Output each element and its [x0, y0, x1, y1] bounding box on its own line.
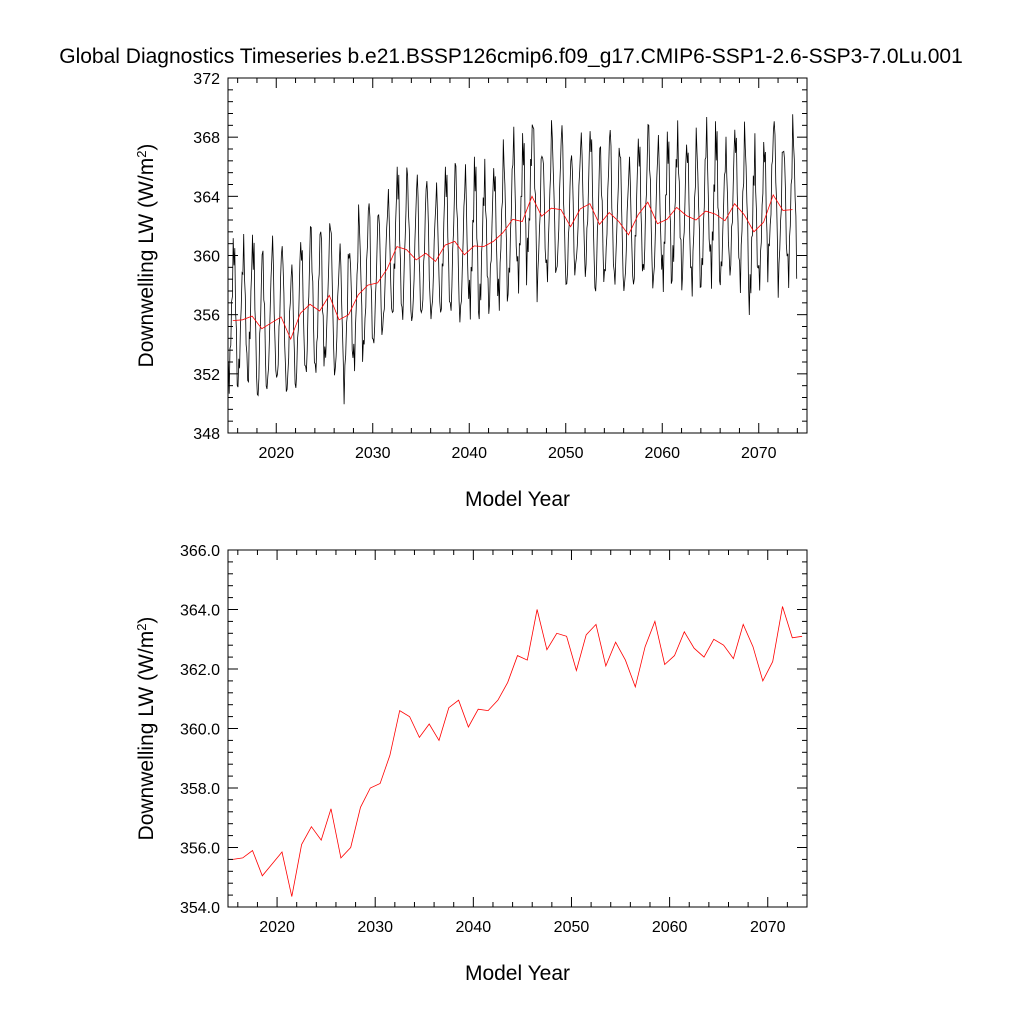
tick-labels: 2020 2030 2040 2050 2060 2070 354.0 356.0 358.0 3… — [180, 543, 786, 936]
axis-ticks — [228, 77, 807, 434]
chart-panel-top: 2020 2030 2040 2050 2060 2070 348 352 356 360 364 3… — [134, 71, 808, 511]
y-tick-label: 348 — [193, 426, 220, 443]
x-tick-label: 2070 — [741, 445, 777, 462]
y-tick-label: 364.0 — [180, 603, 220, 620]
y-axis-label-sup: 2 — [134, 624, 149, 631]
y-tick-label: 372 — [193, 71, 220, 88]
y-axis-label-close: ) — [135, 144, 158, 151]
chart-panel-bottom: 2020 2030 2040 2050 2060 2070 354.0 356.0 358.0 3… — [134, 543, 808, 985]
y-tick-label: 362.0 — [180, 662, 220, 679]
y-tick-label: 356.0 — [180, 841, 220, 858]
monthly-series-line — [228, 114, 798, 405]
y-tick-label: 356 — [193, 308, 220, 325]
x-tick-label: 2050 — [554, 919, 590, 936]
x-tick-label: 2040 — [451, 445, 487, 462]
series-layer — [228, 114, 798, 405]
y-tick-label: 368 — [193, 130, 220, 147]
x-tick-label: 2030 — [355, 445, 391, 462]
y-tick-label: 360.0 — [180, 722, 220, 739]
y-tick-label: 358.0 — [180, 781, 220, 798]
plot-frame — [227, 549, 808, 908]
x-tick-label: 2060 — [652, 919, 688, 936]
x-tick-label: 2020 — [258, 445, 294, 462]
x-axis-label: Model Year — [465, 488, 570, 511]
figure-title: Global Diagnostics Timeseries b.e21.BSSP… — [59, 45, 963, 68]
y-axis-label-sup: 2 — [134, 151, 149, 158]
x-tick-label: 2040 — [456, 919, 492, 936]
y-tick-label: 360 — [193, 249, 220, 266]
x-tick-label: 2030 — [357, 919, 393, 936]
x-tick-label: 2020 — [259, 919, 295, 936]
y-axis-label-close: ) — [135, 617, 158, 624]
y-axis-label-main: Downwelling LW (W/m — [135, 631, 158, 841]
x-tick-label: 2070 — [750, 919, 786, 936]
tick-labels: 2020 2030 2040 2050 2060 2070 348 352 356 360 364 3… — [193, 71, 776, 462]
x-axis-label: Model Year — [465, 962, 570, 985]
plot-frame — [227, 77, 808, 434]
y-axis-label: Downwelling LW (W/m2) — [134, 617, 159, 841]
y-axis-label-main: Downwelling LW (W/m — [135, 158, 158, 368]
y-tick-label: 366.0 — [180, 543, 220, 560]
series-layer — [232, 606, 803, 897]
annual-mean-line — [232, 193, 793, 341]
y-tick-label: 354.0 — [180, 900, 220, 917]
x-tick-label: 2060 — [644, 445, 680, 462]
y-axis-label: Downwelling LW (W/m2) — [134, 144, 159, 368]
y-tick-label: 364 — [193, 189, 220, 206]
annual-mean-line — [232, 606, 803, 897]
axis-ticks — [228, 549, 808, 908]
x-tick-label: 2050 — [548, 445, 584, 462]
y-tick-label: 352 — [193, 367, 220, 384]
